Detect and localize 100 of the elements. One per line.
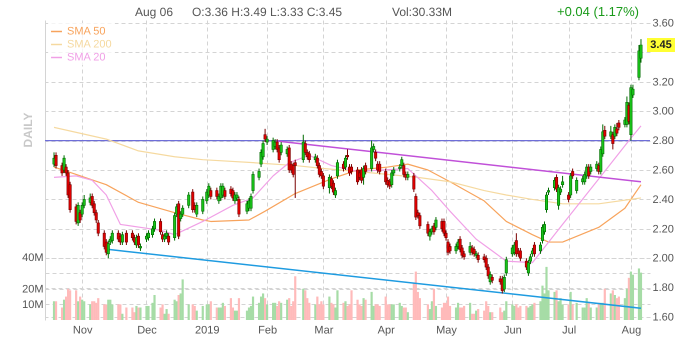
x-tick-label: Nov: [72, 324, 93, 336]
bar: [79, 296, 82, 320]
y-tick-label: 3.60: [652, 17, 674, 30]
candlestick: [62, 154, 66, 174]
bar: [487, 306, 490, 320]
bar: [332, 304, 335, 320]
x-tick-label: Dec: [137, 324, 158, 336]
bar: [222, 302, 224, 320]
bar: [505, 301, 508, 320]
bar: [384, 296, 387, 320]
bar: [462, 306, 466, 320]
candlestick: [575, 176, 578, 194]
bar: [469, 302, 472, 320]
bar: [527, 308, 530, 320]
bar: [77, 301, 80, 320]
bar: [159, 308, 162, 320]
candlestick: [308, 150, 311, 164]
y-tick-label: 2.20: [652, 223, 674, 236]
bar: [336, 290, 339, 320]
bar: [485, 301, 488, 320]
candlestick: [191, 188, 194, 214]
legend-label: SMA 20: [67, 52, 106, 64]
bar: [458, 308, 462, 320]
y-tick-label: 3.00: [652, 106, 674, 118]
candlestick: [603, 125, 606, 140]
bar: [370, 292, 373, 320]
candlestick: [54, 152, 58, 170]
bar: [62, 300, 66, 320]
candlestick: [571, 168, 574, 180]
bar: [145, 306, 148, 320]
candlestick: [615, 122, 618, 137]
candlestick: [187, 192, 190, 209]
bar: [176, 301, 178, 320]
candlestick: [350, 164, 354, 175]
candlestick: [120, 231, 124, 246]
bar: [66, 288, 70, 320]
bar: [236, 310, 238, 320]
bar: [103, 304, 106, 320]
y2-tick-label: 20M: [22, 283, 44, 296]
bar: [196, 310, 198, 320]
candlestick: [288, 144, 291, 174]
candlestick: [448, 243, 452, 254]
candlestick: [106, 240, 110, 259]
bar: [356, 300, 359, 320]
bar: [81, 300, 84, 320]
bar: [194, 306, 196, 320]
bar: [83, 301, 86, 320]
bar: [208, 304, 210, 320]
bar: [89, 304, 92, 320]
candlestick: [304, 140, 307, 156]
y-tick-label: 2.80: [652, 135, 674, 148]
text: Vol:30.33M: [392, 5, 452, 19]
candlestick: [442, 218, 446, 237]
y-tick-label: 3.20: [652, 76, 674, 88]
candlestick: [402, 162, 406, 178]
bar: [252, 296, 254, 320]
candlestick: [374, 148, 378, 162]
bar: [69, 290, 72, 320]
x-tick-label: Jun: [504, 324, 522, 336]
candlestick: [434, 216, 438, 231]
bar: [432, 288, 436, 320]
candlestick: [567, 192, 570, 203]
y2-tick-label: 10M: [22, 298, 44, 311]
bar: [446, 296, 450, 320]
candlestick: [336, 159, 339, 180]
y-tick-label: 2.40: [652, 194, 674, 206]
legend-label: SMA 50: [67, 26, 106, 38]
bar: [614, 295, 616, 320]
bar: [456, 302, 460, 320]
bar: [60, 308, 64, 320]
candlestick: [569, 172, 572, 198]
bar: [105, 304, 108, 320]
bar: [314, 304, 316, 320]
bar: [165, 309, 168, 320]
bar: [97, 298, 100, 320]
candlestick: [412, 172, 416, 193]
candlestick: [250, 193, 253, 212]
candlestick: [294, 159, 297, 198]
candlestick: [400, 156, 404, 170]
candlestick: [124, 230, 128, 246]
bar: [264, 298, 266, 320]
bar: [316, 296, 318, 320]
bar: [499, 308, 502, 320]
y-tick-label: 1.80: [652, 282, 674, 294]
text: +0.04 (1.17%): [556, 4, 640, 19]
bar: [576, 302, 578, 320]
x-tick-label: Aug: [622, 324, 642, 336]
bar: [604, 288, 606, 320]
bar: [238, 298, 240, 320]
bar: [362, 298, 365, 320]
bar: [266, 304, 268, 320]
bar: [460, 308, 464, 320]
candlestick: [209, 187, 212, 200]
candlestick: [146, 230, 150, 242]
bar: [131, 308, 134, 320]
bar: [117, 304, 120, 320]
bar: [640, 272, 642, 320]
candlestick: [472, 246, 476, 258]
annotation: 3.45: [650, 39, 672, 51]
x-tick-label: 2019: [195, 324, 220, 336]
